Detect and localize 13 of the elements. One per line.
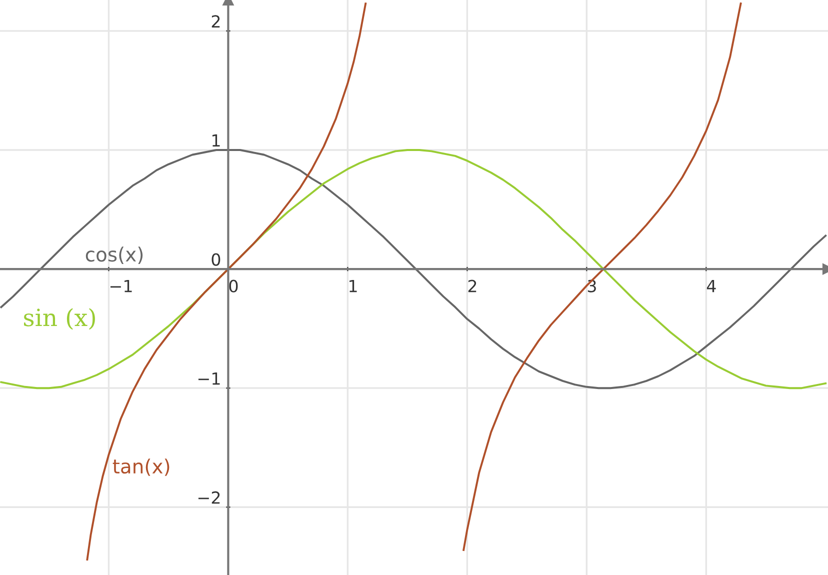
series-label: cos(x) — [86, 246, 143, 264]
x-tick-label: 4 — [706, 280, 716, 292]
x-tick-label: −1 — [110, 280, 132, 292]
y-tick-label: −1 — [198, 372, 220, 385]
x-tick-label: 1 — [350, 280, 357, 292]
x-tick-label: 2 — [468, 280, 476, 292]
y-tick-label: 1 — [212, 134, 220, 147]
series-label: sin (x) — [24, 308, 95, 330]
y-tick-label: −2 — [198, 491, 220, 504]
x-tick-label: 0 — [229, 280, 238, 292]
series-label: tan(x) — [112, 458, 170, 476]
y-tick-label: 2 — [212, 15, 220, 28]
y-tick-label: 0 — [212, 253, 220, 266]
